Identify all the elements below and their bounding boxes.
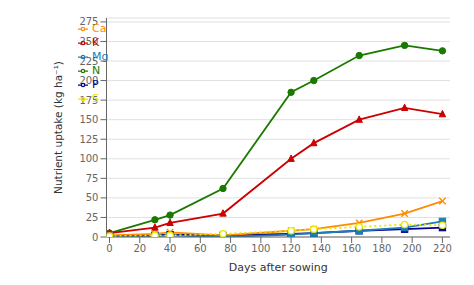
svg-text:25: 25 — [86, 212, 99, 223]
svg-text:220: 220 — [433, 243, 452, 254]
svg-text:50: 50 — [86, 192, 99, 203]
svg-text:Nutrient uptake (kg ha⁻¹): Nutrient uptake (kg ha⁻¹) — [52, 61, 64, 194]
svg-text:75: 75 — [86, 173, 99, 184]
svg-text:20: 20 — [133, 243, 146, 254]
svg-text:275: 275 — [79, 16, 98, 27]
svg-text:150: 150 — [79, 114, 98, 125]
svg-text:0: 0 — [92, 232, 98, 243]
svg-text:200: 200 — [79, 75, 98, 86]
svg-text:200: 200 — [403, 243, 422, 254]
svg-text:160: 160 — [342, 243, 361, 254]
svg-text:125: 125 — [79, 134, 98, 145]
svg-text:Days after sowing: Days after sowing — [229, 261, 328, 274]
svg-text:250: 250 — [79, 36, 98, 47]
svg-text:40: 40 — [164, 243, 177, 254]
svg-text:225: 225 — [79, 56, 98, 67]
svg-text:175: 175 — [79, 95, 98, 106]
svg-text:100: 100 — [79, 153, 98, 164]
svg-text:60: 60 — [194, 243, 207, 254]
svg-text:80: 80 — [224, 243, 237, 254]
svg-text:0: 0 — [106, 243, 112, 254]
svg-text:100: 100 — [251, 243, 270, 254]
svg-text:140: 140 — [312, 243, 331, 254]
svg-text:120: 120 — [282, 243, 301, 254]
svg-text:180: 180 — [372, 243, 391, 254]
